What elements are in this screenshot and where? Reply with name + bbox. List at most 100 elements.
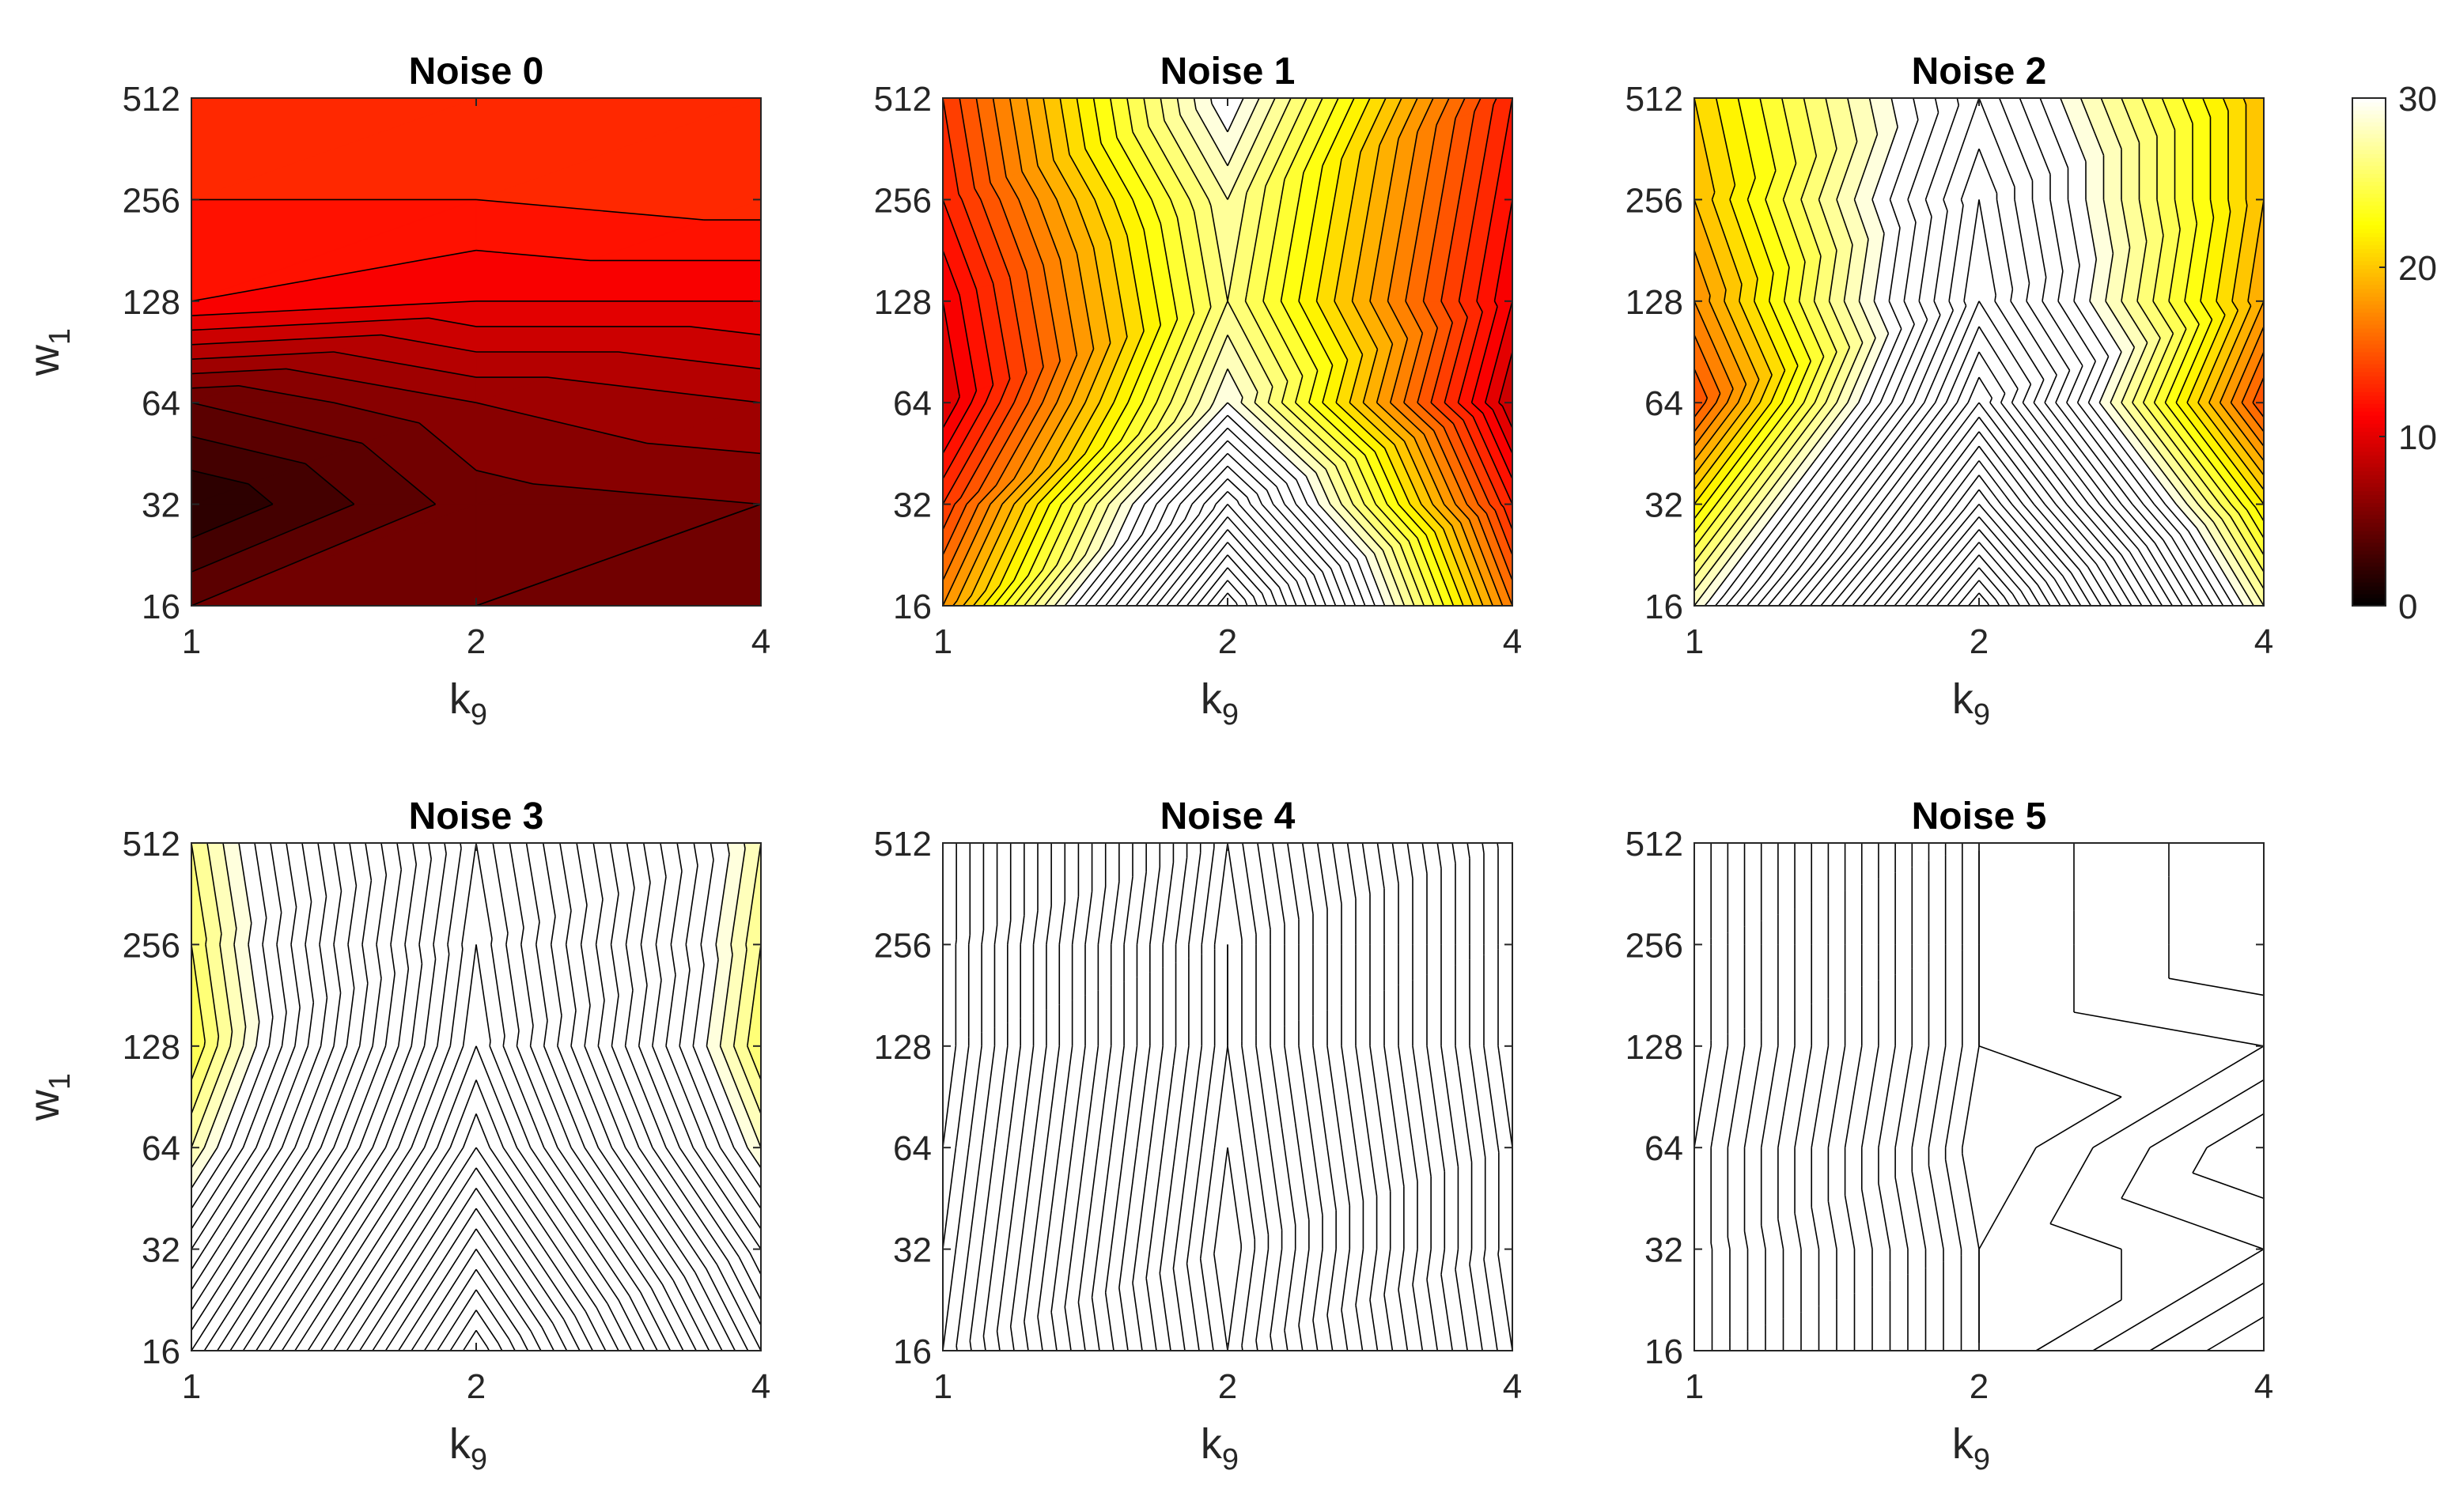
contour-line: [191, 1147, 218, 1189]
contour-line: [1436, 97, 1450, 126]
contour-band: [1355, 944, 1371, 1001]
contour-line: [1408, 541, 1435, 607]
contour-line: [2219, 504, 2231, 517]
contour-line: [1071, 1098, 1080, 1148]
contour-line: [1944, 1052, 1962, 1148]
contour-line: [1193, 97, 1197, 110]
contour-line: [1375, 504, 1410, 542]
contour-line: [1978, 1147, 2037, 1249]
contour-line: [1843, 504, 1882, 553]
contour-line: [1295, 402, 1356, 459]
contour-line: [2010, 289, 2014, 301]
contour-line: [1705, 398, 1709, 403]
contour-band: [1458, 1161, 1472, 1249]
contour-line: [489, 1147, 543, 1227]
contour-line: [258, 1249, 308, 1328]
contour-line: [1889, 199, 1901, 229]
contour-line: [1032, 1215, 1039, 1249]
contour-line: [1071, 1200, 1080, 1249]
colorbar-swatch: [2352, 368, 2386, 372]
contour-band: [1383, 883, 1399, 945]
contour-line: [942, 1147, 957, 1249]
contour-line: [475, 1113, 489, 1144]
contour-line: [2079, 97, 2105, 156]
contour-line: [1948, 402, 1958, 414]
colorbar-swatch: [2352, 146, 2386, 150]
contour-line: [1027, 504, 1062, 576]
x-axis-label-text: k: [1201, 1420, 1223, 1468]
contour-line: [1113, 331, 1145, 403]
contour-line: [1455, 1045, 1459, 1066]
contour-line: [2105, 253, 2114, 301]
contour-line: [584, 1045, 607, 1102]
contour-line: [1267, 1132, 1271, 1148]
contour-line: [276, 912, 282, 945]
contour-line: [1341, 97, 1371, 160]
contour-line: [1836, 199, 1853, 245]
contour-line: [1127, 324, 1162, 403]
contour-line: [1246, 199, 1264, 295]
contour-band: [1729, 1249, 1748, 1339]
contour-line: [1026, 270, 1033, 301]
contour-line: [1934, 301, 1980, 403]
colorbar-swatch: [2352, 114, 2386, 119]
contour-line: [2137, 548, 2173, 607]
contour-line: [1860, 1189, 1873, 1249]
contour-line: [224, 1147, 283, 1238]
colorbar-swatch: [2352, 569, 2386, 575]
contour-line: [1270, 1147, 1283, 1230]
contour-line: [1037, 165, 1058, 200]
contour-line: [2194, 426, 2254, 505]
contour-line: [1058, 1205, 1066, 1249]
contour-line: [1255, 1340, 1258, 1351]
contour-line: [942, 1045, 957, 1148]
contour-line: [665, 974, 676, 1046]
contour-line: [1918, 216, 1932, 301]
contour-line: [730, 849, 746, 945]
contour-line: [573, 1213, 599, 1250]
contour-band: [1811, 842, 1829, 904]
contour-line: [1126, 235, 1140, 301]
contour-line: [2153, 504, 2181, 535]
contour-line: [1322, 402, 1376, 452]
contour-line: [1894, 1071, 1909, 1148]
contour-line: [398, 1061, 432, 1148]
contour-line: [1136, 871, 1147, 945]
colorbar-swatch: [2352, 229, 2386, 234]
contour-line: [550, 944, 562, 1016]
contour-line: [597, 1249, 630, 1297]
contour-line: [1765, 1045, 1779, 1123]
contour-band: [1390, 1185, 1405, 1249]
contour-band: [1046, 944, 1060, 1010]
x-tick-label: 1: [182, 1367, 201, 1406]
contour-line: [1179, 115, 1228, 200]
contour-line: [1049, 402, 1086, 467]
contour-line: [713, 1062, 748, 1148]
contour-line: [1693, 402, 1750, 476]
contour-line: [411, 1249, 477, 1351]
contour-line: [1783, 301, 1812, 361]
contour-line: [2231, 205, 2248, 301]
colorbar-swatch: [2352, 415, 2386, 420]
contour-line: [1494, 510, 1513, 556]
contour-line: [2133, 448, 2177, 505]
contour-line: [1304, 577, 1317, 607]
contour-line: [2164, 323, 2200, 403]
x-tick-label: 4: [751, 622, 770, 661]
contour-line: [1159, 1273, 1171, 1351]
contour-band: [942, 944, 956, 1047]
contour-line: [683, 1276, 723, 1351]
contour-line: [2202, 423, 2265, 505]
contour-line: [2219, 418, 2265, 476]
contour-line: [1298, 172, 1304, 200]
contour-line: [222, 842, 237, 929]
contour-line: [2035, 1299, 2122, 1351]
contour-line: [475, 1167, 521, 1234]
contour-line: [1907, 112, 1939, 200]
contour-band: [1828, 890, 1845, 945]
contour-line: [1746, 199, 1774, 274]
contour-line: [2087, 566, 2112, 607]
colorbar-swatch: [2352, 601, 2386, 607]
contour-line: [1126, 97, 1133, 132]
